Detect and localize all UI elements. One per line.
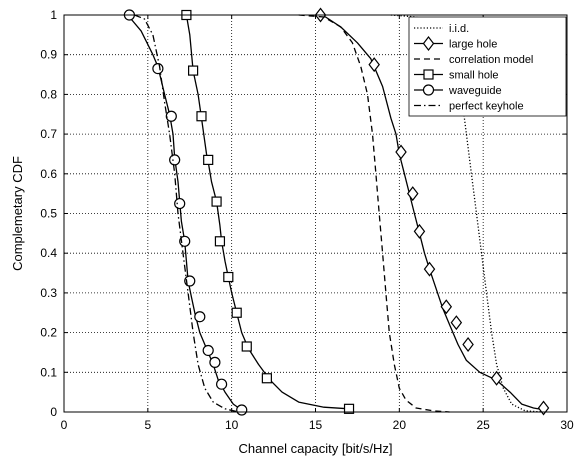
data-point-square [343, 403, 355, 414]
data-point-diamond [440, 299, 453, 315]
data-point-square [261, 373, 272, 384]
data-point-diamond [450, 315, 463, 331]
x-tick-label: 5 [144, 418, 151, 432]
x-tick-label: 15 [309, 418, 323, 432]
data-point-circle [209, 356, 221, 368]
series-line-perfect-keyhole [134, 14, 239, 413]
data-point-square [214, 236, 226, 247]
legend-label: perfect keyhole [449, 101, 524, 113]
legend-item-small-hole: small hole [414, 69, 499, 82]
legend-marker-diamond [422, 36, 435, 51]
series-line-small-hole [185, 14, 350, 410]
data-point-square [203, 154, 214, 166]
legend-label: waveguide [448, 85, 502, 97]
legend-label: correlation model [449, 54, 533, 66]
x-axis-title: Channel capacity [bit/s/Hz] [239, 441, 393, 456]
legend-item-waveguide: waveguide [414, 84, 502, 97]
y-tick-label: 0.3 [40, 286, 57, 300]
data-point-diamond [406, 186, 419, 202]
legend-label: i.i.d. [449, 23, 469, 35]
y-tick-label: 1 [50, 8, 57, 22]
x-tick-label: 25 [476, 418, 490, 432]
legend-item-perfect-keyhole: perfect keyhole [414, 101, 524, 113]
legend-item-correlation-model: correlation model [414, 54, 533, 66]
y-axis-title: Complemetary CDF [10, 156, 25, 271]
x-tick-label: 30 [560, 418, 574, 432]
data-point-circle [174, 197, 186, 210]
data-point-circle [194, 311, 206, 323]
data-point-square [231, 307, 242, 318]
data-point-circle [179, 235, 191, 247]
data-point-diamond [413, 223, 426, 239]
x-tick-label: 0 [61, 418, 68, 432]
data-point-diamond [490, 370, 503, 386]
legend-marker-circle [422, 84, 435, 96]
legend-marker-square [423, 69, 434, 80]
series-line-waveguide [127, 14, 243, 411]
data-point-square [196, 111, 207, 122]
data-point-circle [152, 62, 164, 75]
legend: i.i.d. large hole correlation model small h… [408, 16, 567, 117]
legend-label: small hole [449, 70, 499, 82]
data-point-circle [165, 110, 177, 122]
y-tick-label: 0.7 [40, 127, 57, 141]
y-tick-label: 0.5 [40, 207, 57, 221]
data-point-diamond [423, 261, 436, 277]
data-point-square [241, 341, 252, 352]
data-point-circle [202, 344, 214, 357]
series-line-correlation-model [298, 14, 450, 413]
data-point-circle [169, 154, 181, 166]
series-correlation-model [298, 14, 450, 413]
data-point-square [188, 65, 199, 76]
axis-ticks: 0 5 10 15 20 25 30 0 0.1 0.2 0.3 0.4 0.5 0.6 0.7 0.8 0.9… [40, 8, 574, 432]
data-point-diamond [368, 57, 380, 73]
x-tick-label: 20 [393, 418, 407, 432]
series-perfect-keyhole [134, 14, 239, 413]
x-tick-label: 10 [225, 418, 239, 432]
legend-label: large hole [449, 39, 497, 51]
data-point-diamond [537, 400, 550, 416]
series-large-hole [314, 7, 550, 416]
data-point-diamond [395, 144, 407, 160]
y-tick-label: 0.4 [40, 246, 57, 260]
data-point-diamond [462, 337, 474, 352]
y-tick-label: 0 [50, 405, 57, 419]
data-point-square [211, 196, 222, 207]
data-point-square [223, 271, 234, 283]
y-tick-label: 0.2 [40, 326, 57, 340]
y-tick-label: 0.1 [40, 365, 57, 379]
series-waveguide [123, 9, 248, 416]
y-tick-label: 0.8 [40, 87, 57, 101]
legend-item-large-hole: large hole [414, 36, 497, 51]
data-point-circle [216, 378, 228, 390]
legend-box [408, 16, 567, 117]
legend-item-i-i-d: i.i.d. [414, 23, 469, 35]
data-point-circle [236, 404, 248, 416]
y-tick-label: 0.6 [40, 167, 57, 181]
y-tick-label: 0.9 [40, 48, 57, 62]
